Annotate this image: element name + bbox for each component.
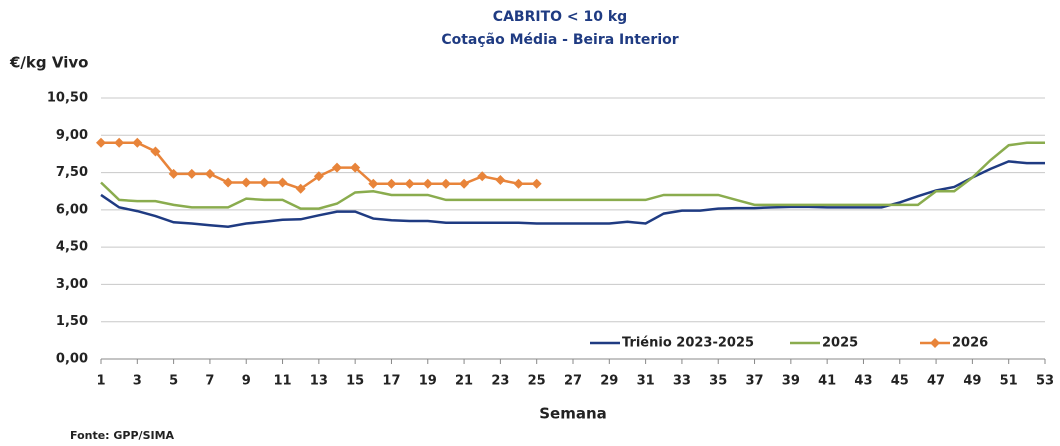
- x-tick-label: 27: [564, 374, 582, 389]
- marker: [114, 137, 125, 148]
- legend-label: Triénio 2023-2025: [622, 336, 754, 351]
- x-tick-label: 19: [419, 374, 437, 389]
- marker: [386, 178, 397, 189]
- legend-marker: [930, 338, 940, 348]
- x-tick-label: 53: [1036, 374, 1054, 389]
- y-tick-label: 10,50: [47, 91, 88, 106]
- x-tick-label: 3: [133, 374, 142, 389]
- y-tick-label: 9,00: [56, 128, 88, 143]
- x-tick-label: 9: [242, 374, 251, 389]
- marker: [495, 175, 506, 186]
- y-tick-label: 0,00: [56, 352, 88, 367]
- marker: [477, 171, 488, 182]
- x-tick-label: 15: [346, 374, 364, 389]
- x-tick-label: 7: [205, 374, 214, 389]
- y-axis-label: €/kg Vivo: [9, 54, 88, 72]
- x-tick-label: 49: [963, 374, 981, 389]
- legend-label: 2026: [952, 336, 988, 351]
- marker: [204, 168, 215, 179]
- marker: [259, 177, 270, 188]
- x-tick-label: 35: [709, 374, 727, 389]
- x-tick-label: 45: [891, 374, 909, 389]
- marker: [241, 177, 252, 188]
- y-tick-label: 7,50: [56, 165, 88, 180]
- marker: [440, 178, 451, 189]
- source: Fonte: GPP/SIMA: [70, 429, 175, 442]
- y-tick-label: 1,50: [56, 314, 88, 329]
- marker: [332, 162, 342, 173]
- marker: [404, 178, 415, 189]
- chart-title: CABRITO < 10 kg: [493, 9, 627, 25]
- marker: [168, 168, 179, 179]
- x-tick-label: 5: [169, 374, 178, 389]
- marker: [186, 168, 197, 179]
- legend-label: 2025: [822, 336, 858, 351]
- x-tick-label: 51: [1000, 374, 1018, 389]
- marker: [132, 137, 143, 148]
- chart-subtitle: Cotação Média - Beira Interior: [441, 32, 678, 48]
- series-line: [100, 141, 1045, 210]
- x-tick-label: 17: [382, 374, 400, 389]
- series-line: [101, 141, 537, 191]
- marker: [223, 177, 234, 188]
- marker: [96, 137, 106, 148]
- marker: [150, 146, 161, 157]
- x-tick-label: 23: [491, 374, 509, 389]
- marker: [295, 183, 306, 194]
- x-tick-label: 29: [600, 374, 618, 389]
- x-tick-label: 21: [455, 374, 473, 389]
- marker: [459, 178, 470, 189]
- x-tick-label: 41: [818, 374, 836, 389]
- x-tick-label: 33: [673, 374, 691, 389]
- x-tick-label: 1: [96, 374, 105, 389]
- marker: [513, 178, 524, 189]
- x-tick-label: 39: [782, 374, 800, 389]
- marker: [277, 177, 288, 188]
- marker: [422, 178, 433, 189]
- x-tick-label: 11: [273, 374, 291, 389]
- x-tick-label: 25: [528, 374, 546, 389]
- x-axis-label: Semana: [539, 405, 607, 423]
- marker: [531, 178, 542, 189]
- marker: [350, 162, 361, 173]
- x-tick-label: 31: [637, 374, 655, 389]
- y-tick-label: 3,00: [56, 277, 88, 292]
- y-tick-label: 4,50: [56, 240, 88, 255]
- x-tick-label: 13: [310, 374, 328, 389]
- x-tick-label: 37: [745, 374, 763, 389]
- series-line: [100, 160, 1045, 229]
- marker: [368, 178, 379, 189]
- y-tick-label: 6,00: [56, 202, 88, 217]
- x-tick-label: 43: [854, 374, 872, 389]
- x-tick-label: 47: [927, 374, 945, 389]
- marker: [313, 171, 324, 182]
